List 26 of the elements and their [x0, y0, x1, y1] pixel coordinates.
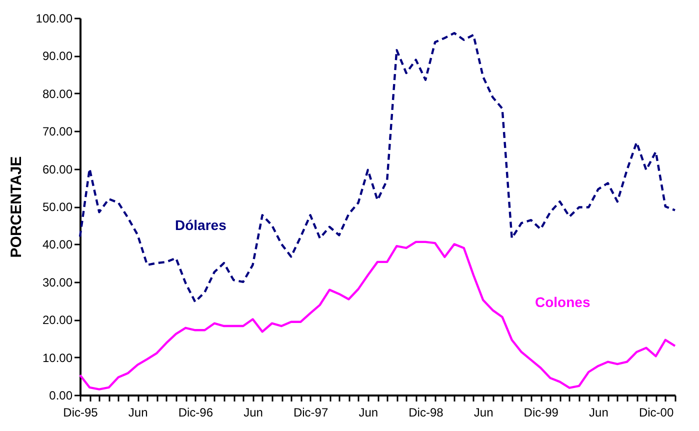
x-tick-label: Dic-97	[293, 406, 328, 420]
x-tick-label: Jun	[128, 406, 148, 420]
x-tick-label: Dic-96	[178, 406, 214, 420]
series-label: Dólares	[175, 217, 227, 233]
x-tick-label: Dic-00	[638, 406, 674, 420]
y-axis-title: PORCENTAJE	[8, 156, 25, 258]
y-tick-label: 50.00	[42, 200, 73, 214]
x-tick-label: Dic-99	[524, 406, 559, 420]
y-tick-label: 30.00	[42, 275, 73, 290]
x-tick-label: Dic-98	[408, 406, 444, 420]
y-tick-label: 0.00	[49, 388, 73, 402]
y-tick-label: 90.00	[42, 49, 73, 64]
x-tick-label: Jun	[244, 406, 263, 420]
x-tick-label: Dic-95	[63, 406, 98, 420]
y-tick-label: 10.00	[42, 350, 73, 365]
text: Colones	[535, 294, 590, 310]
x-tick-label: Jun	[474, 406, 494, 420]
y-tick-label: 60.00	[42, 162, 73, 176]
y-tick-label: 80.00	[42, 86, 73, 101]
x-tick-label: Jun	[589, 406, 608, 420]
y-tick-label: 20.00	[42, 313, 73, 328]
y-tick-label: 40.00	[42, 238, 73, 252]
x-tick-label: Jun	[358, 406, 378, 420]
y-tick-label: 70.00	[42, 124, 73, 139]
y-tick-label: 100.00	[36, 12, 73, 26]
line-series	[78, 240, 676, 390]
